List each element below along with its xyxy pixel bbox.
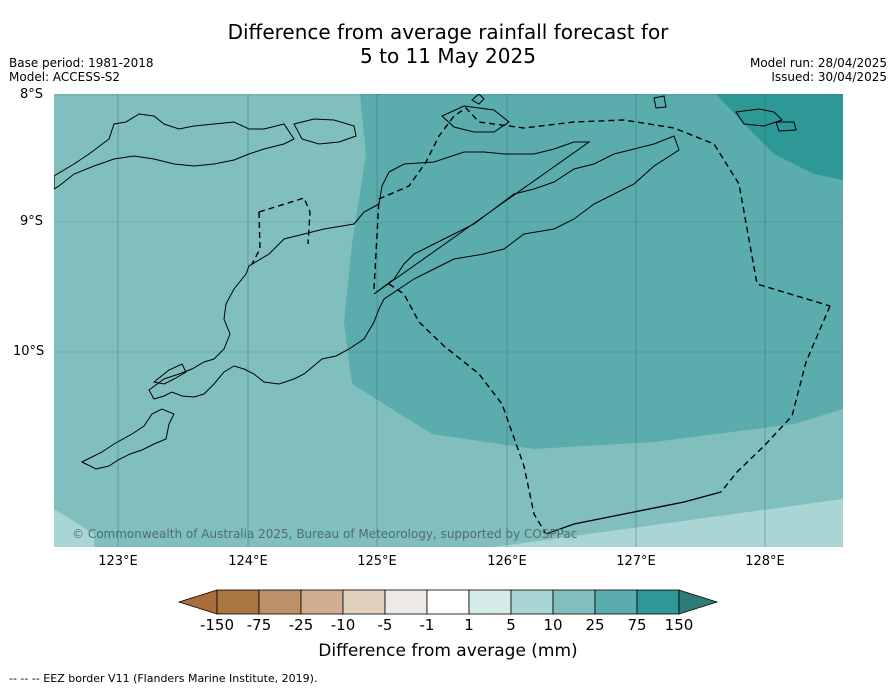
region-25-75 xyxy=(344,94,843,449)
lon-label-128e: 128°E xyxy=(745,554,785,569)
alor-coast xyxy=(293,118,357,145)
island-small xyxy=(471,94,485,105)
colorbar-extend-low xyxy=(177,589,218,615)
australia-indonesia-boundary xyxy=(545,491,722,535)
graticule xyxy=(54,94,843,547)
colorbar-tick-label: 1 xyxy=(464,616,474,634)
rote-coast xyxy=(152,363,187,385)
lon-label-123e: 123°E xyxy=(98,554,138,569)
lon-label-125e: 125°E xyxy=(357,554,397,569)
colorbar-tick-label: -75 xyxy=(246,616,272,634)
map-title: Difference from average rainfall forecas… xyxy=(0,20,896,68)
lat-label-8s: 8°S xyxy=(20,87,44,102)
region-75-150 xyxy=(716,94,843,180)
colorbar-title: Difference from average (mm) xyxy=(318,641,578,661)
lon-label-126e: 126°E xyxy=(487,554,527,569)
eez-borders xyxy=(251,107,831,535)
timor-coast xyxy=(148,135,680,400)
copyright-notice: © Commonwealth of Australia 2025, Bureau… xyxy=(72,527,578,541)
issued-date: Issued: 30/04/2025 xyxy=(771,70,887,84)
colorbar-tick-label: 150 xyxy=(664,616,694,634)
light-region-bottom-left xyxy=(54,509,94,547)
model-run: Model run: 28/04/2025 xyxy=(749,56,887,70)
colorbar-box xyxy=(300,589,344,615)
flores-coast xyxy=(54,113,295,190)
colorbar-box xyxy=(426,589,470,615)
colorbar-box xyxy=(468,589,512,615)
colorbar-box xyxy=(216,589,260,615)
right-metadata: Model run: 28/04/2025 Issued: 30/04/2025 xyxy=(750,56,887,84)
colorbar-box xyxy=(636,589,680,615)
coastlines xyxy=(54,94,797,470)
eez-legend-footer: -- -- -- EEZ border V11 (Flanders Marine… xyxy=(9,672,318,685)
base-period: Base period: 1981-2018 xyxy=(9,56,154,70)
colorbar-tick-label: -150 xyxy=(199,616,235,634)
title-line-2: 5 to 11 May 2025 xyxy=(360,44,536,68)
eez-border-west-2 xyxy=(251,211,261,265)
colorbar-tick-label: 25 xyxy=(585,616,605,634)
island-ne-2 xyxy=(775,121,797,132)
colorbar-extend-high xyxy=(678,589,719,615)
sumba-coast xyxy=(80,408,175,470)
eez-border-west xyxy=(258,197,311,245)
colorbar-tick-label: -1 xyxy=(419,616,435,634)
colorbar-tick-label: -25 xyxy=(288,616,314,634)
title-line-1: Difference from average rainfall forecas… xyxy=(227,20,669,44)
eez-border-timor-sea xyxy=(388,283,547,535)
colorbar-box xyxy=(594,589,638,615)
colorbar-tick-label: -5 xyxy=(377,616,393,634)
colorbar-tick-label: 5 xyxy=(506,616,516,634)
island-north xyxy=(653,95,667,109)
eez-border-east xyxy=(720,305,831,493)
lat-label-9s: 9°S xyxy=(20,214,44,229)
lat-label-10s: 10°S xyxy=(13,344,45,359)
island-ne-1 xyxy=(735,108,783,127)
model-name: Model: ACCESS-S2 xyxy=(9,70,121,84)
light-region-bottom-right xyxy=(494,499,843,547)
colorbar-box xyxy=(258,589,302,615)
eez-border-north xyxy=(373,107,831,307)
colorbar-box xyxy=(342,589,386,615)
colorbar-box xyxy=(552,589,596,615)
colorbar-tick-label: 75 xyxy=(627,616,647,634)
map-panel[interactable] xyxy=(54,94,843,547)
colorbar-tick-label: -10 xyxy=(330,616,356,634)
left-metadata: Base period: 1981-2018 Model: ACCESS-S2 xyxy=(9,56,154,84)
lon-label-127e: 127°E xyxy=(616,554,656,569)
wetar-coast xyxy=(441,105,510,133)
colorbar-box xyxy=(510,589,554,615)
colorbar-tick-label: 10 xyxy=(543,616,563,634)
colorbar-box xyxy=(384,589,428,615)
lon-label-124e: 124°E xyxy=(228,554,268,569)
